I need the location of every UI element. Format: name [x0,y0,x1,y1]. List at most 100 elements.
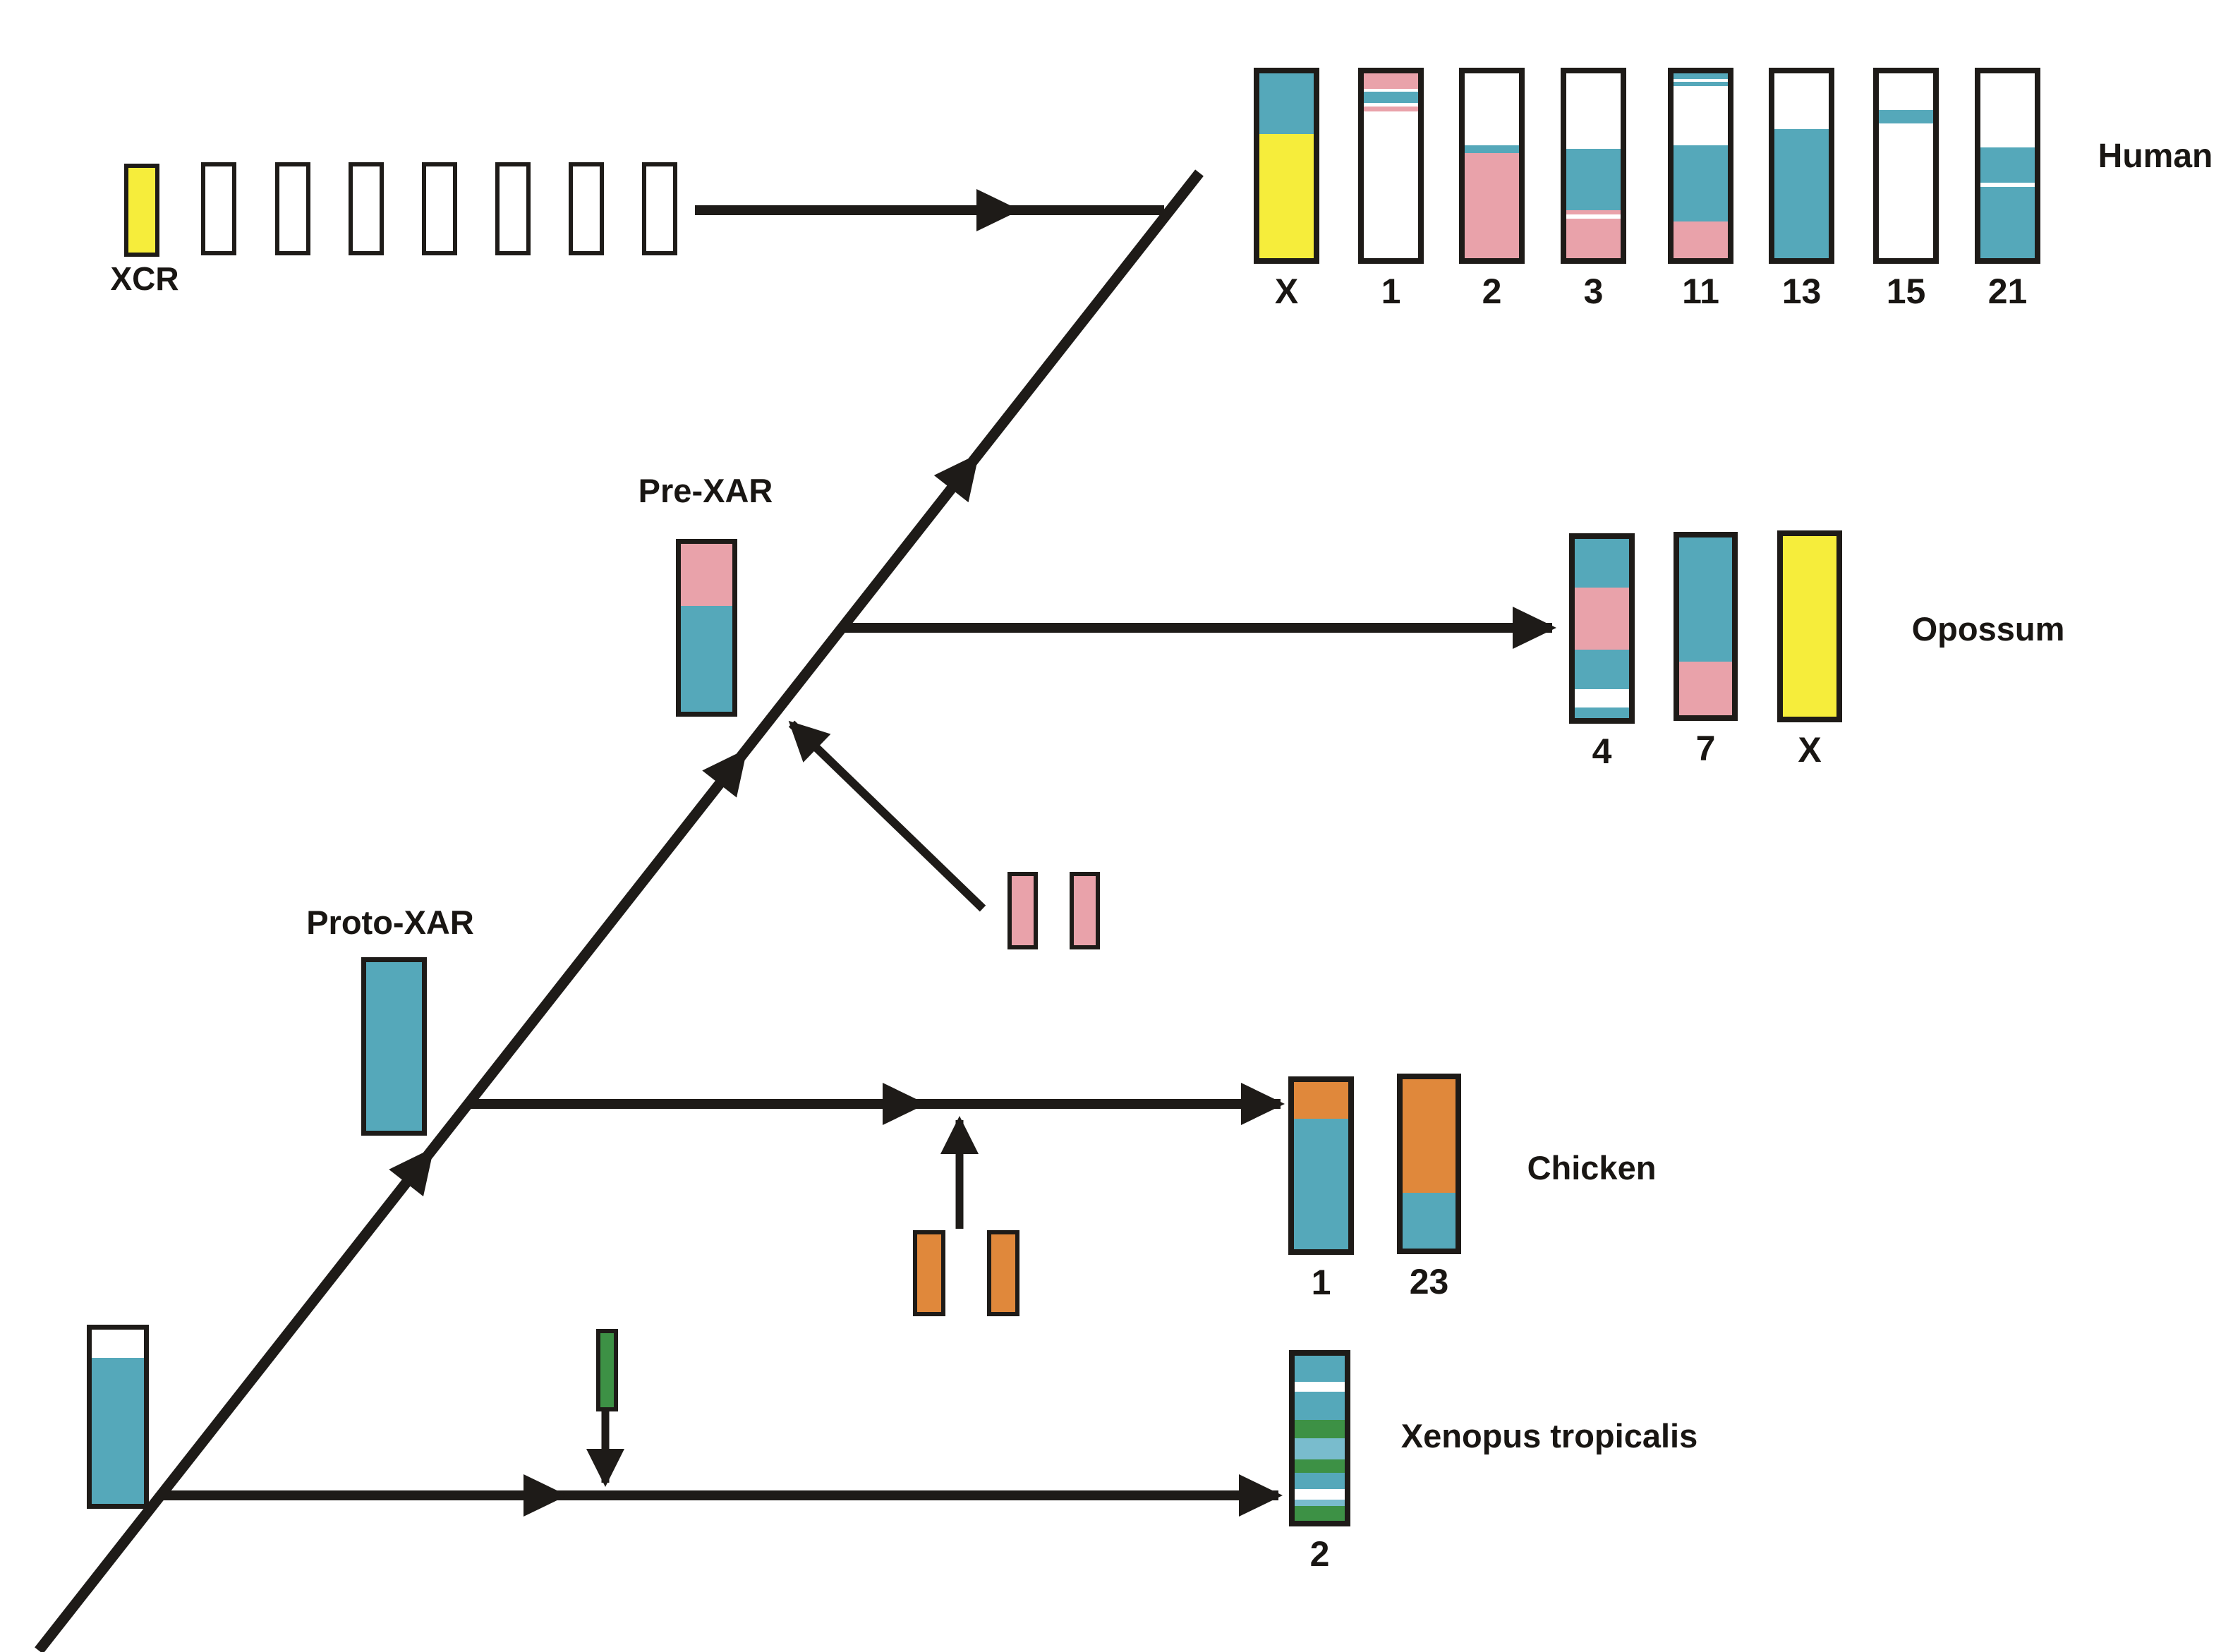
chromosome-c-1 [1288,1076,1354,1255]
arrowhead-icon [976,189,1020,231]
arrowhead-icon [940,1116,979,1154]
chromosome-segment-green [1295,1459,1345,1474]
chromosome-number-label: 15 [1886,272,1926,311]
chromosome-number-label: 3 [1583,272,1604,311]
chromosome-o-X [1777,530,1842,722]
pink-addition-arrow [788,720,986,912]
chromosome-h-2 [1459,68,1525,264]
chromosome-segment-teal [1674,73,1728,79]
chromosome-xcr-w6 [569,162,604,255]
chromosome-segment-green [1295,1505,1345,1521]
chromosome-segment-white [1295,1382,1345,1392]
chromosome-stem [87,1325,149,1509]
arrowhead-icon [702,748,748,798]
chromosome-segment-teal [1980,147,2035,183]
chromosome-pre-xar [676,539,737,717]
chromosome-o-4 [1569,533,1635,724]
chromosome-xcr-w3 [349,162,384,255]
chromosome-segment-pink [1012,876,1034,945]
proto-xar-label: Proto-XAR [306,904,474,941]
chromosome-segment-teal [1295,1473,1345,1490]
chromosome-orange-add2 [987,1230,1019,1316]
chromosome-segment-teal [1674,81,1728,87]
chromosome-orange-add1 [913,1230,945,1316]
chromosome-h-11 [1668,68,1733,264]
chromosome-segment-pink [1674,221,1728,258]
chromosome-segment-white [1980,73,2035,147]
chromosome-segment-white [1364,111,1418,258]
chromosome-h-X [1254,68,1319,264]
xenopus-branch-arrow [161,1474,1283,1517]
chromosome-segment-white [573,166,600,251]
chromosome-segment-white [1295,1489,1345,1500]
arrowhead-icon [586,1449,624,1487]
chromosome-segment-orange [1403,1079,1456,1193]
chromosome-segment-teal [1566,149,1621,210]
chromosome-segment-white [205,166,232,251]
chromosome-segment-teal_light [1295,1438,1345,1460]
chicken-addition-arrow [940,1116,979,1229]
chromosome-segment-pink [681,544,732,607]
pre-xar-label: Pre-XAR [638,472,773,509]
chromosome-number-label: 21 [1987,272,2028,311]
chromosome-segment-orange [917,1234,941,1312]
chromosome-segment-pink [1364,73,1418,90]
chromosome-segment-white [1980,182,2035,188]
chromosome-segment-orange [1294,1082,1348,1119]
chromosome-segment-pink [1566,209,1621,215]
chromosome-segment-teal [1575,650,1629,690]
chromosome-segment-white [426,166,453,251]
chromosome-segment-white [92,1330,144,1358]
chromosome-segment-white [1465,73,1519,146]
chromosome-xcr-w2 [275,162,310,255]
chromosome-number-label: 13 [1781,272,1822,311]
chromosome-segment-teal [1295,1356,1345,1383]
chromosome-segment-pink [1074,876,1096,945]
chromosome-green-add [596,1329,618,1411]
chromosome-segment-white [1879,73,1933,111]
chromosome-segment-white [1674,86,1728,146]
chromosome-segment-white [1674,78,1728,82]
arrowhead-icon [1241,1083,1285,1125]
chicken-branch-arrow [467,1083,1285,1125]
arrowhead-icon [1513,607,1556,649]
chromosome-number-label: 1 [1311,1263,1331,1302]
chicken-label: Chicken [1527,1149,1657,1186]
chromosome-segment-teal_light [1295,1499,1345,1506]
chromosome-segment-white [279,166,306,251]
chromosome-segment-orange [991,1234,1015,1312]
chromosome-segment-green [1295,1420,1345,1438]
chromosome-segment-teal [1259,73,1314,135]
chromosome-segment-teal [1774,128,1829,258]
arrowhead-icon [389,1147,435,1197]
chromosome-segment-green [600,1333,614,1407]
chromosome-x-2 [1289,1350,1350,1526]
chromosome-h-1 [1358,68,1424,264]
human-label: Human [2098,138,2213,175]
chromosome-segment-white [646,166,673,251]
chromosome-segment-white [1364,89,1418,92]
chromosome-segment-teal [1980,187,2035,258]
chromosome-segment-pink [1364,107,1418,111]
arrowhead-icon [933,453,979,503]
chromosome-segment-white [1566,214,1621,219]
chromosome-segment-white [1364,102,1418,107]
chromosome-number-label: 7 [1695,729,1716,768]
chromosome-segment-yellow [128,168,155,253]
chromosome-xcr-y [124,164,159,257]
chromosome-segment-teal [1294,1119,1348,1249]
chromosome-number-label: 2 [1309,1534,1330,1574]
chromosome-segment-teal [1674,145,1728,221]
chromosome-number-label: 23 [1409,1262,1449,1301]
opossum-branch-arrow [841,607,1556,649]
chromosome-segment-white [1566,73,1621,150]
chromosome-pink-add1 [1007,872,1038,949]
main-lineage-line [35,169,1204,1652]
chromosome-segment-teal [92,1357,144,1504]
chromosome-segment-white [353,166,380,251]
chromosome-segment-white [1774,73,1829,129]
xcr-label: XCR [110,260,179,297]
chromosome-pink-add2 [1070,872,1100,949]
xcr-to-human-arrow [695,189,1164,231]
